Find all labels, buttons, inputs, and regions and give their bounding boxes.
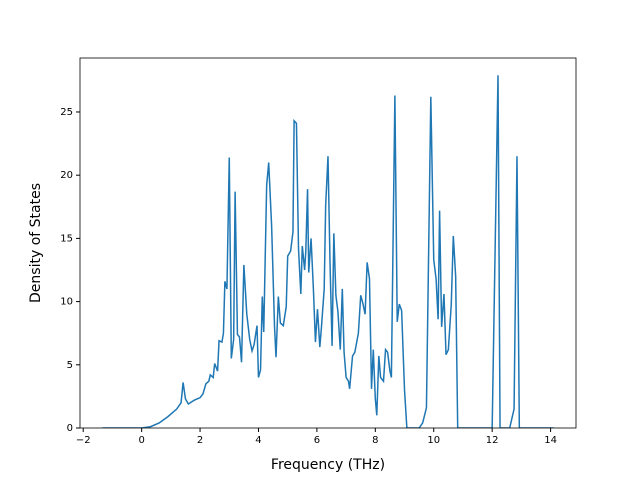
- x-axis-label: Frequency (THz): [271, 457, 385, 473]
- x-tick-label: 10: [427, 435, 440, 446]
- x-tick-label: 2: [197, 435, 203, 446]
- y-tick-label: 25: [60, 107, 73, 118]
- y-tick-label: 10: [60, 297, 73, 308]
- x-tick-label: 4: [255, 435, 261, 446]
- data-line: [102, 75, 554, 428]
- x-tick-label: −2: [76, 435, 91, 446]
- plot-frame: [79, 57, 577, 429]
- y-tick-label: 0: [67, 423, 73, 434]
- x-tick-label: 8: [372, 435, 378, 446]
- y-tick-label: 15: [60, 233, 73, 244]
- x-tick-label: 0: [138, 435, 144, 446]
- x-tick-label: 14: [544, 435, 557, 446]
- x-tick-label: 6: [314, 435, 320, 446]
- y-axis-label: Density of States: [28, 183, 44, 303]
- y-tick-label: 5: [67, 360, 73, 371]
- y-tick-label: 20: [60, 170, 73, 181]
- x-tick-label: 12: [486, 435, 499, 446]
